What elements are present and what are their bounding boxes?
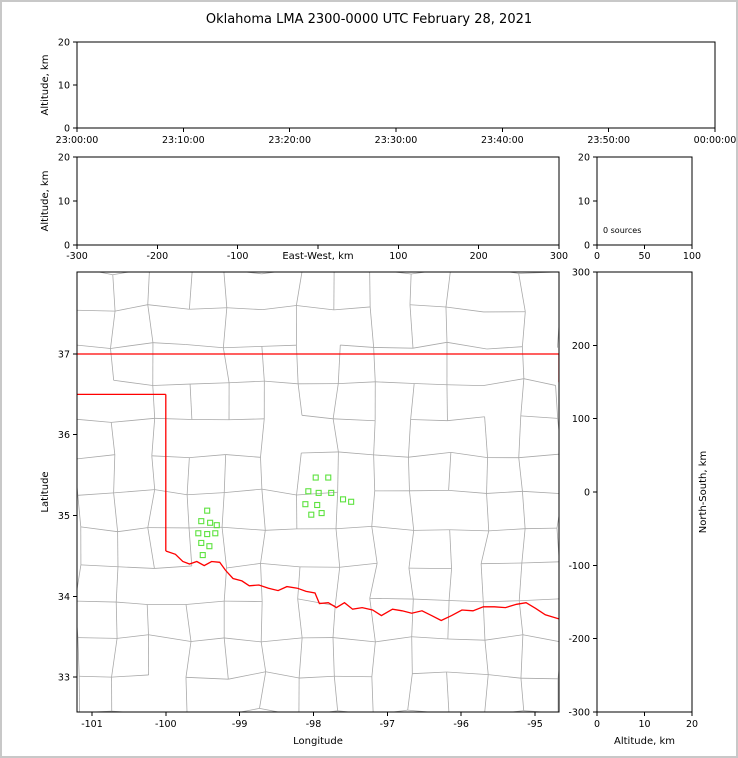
- lma-source-point: [204, 531, 211, 538]
- lma-sources: [195, 474, 355, 559]
- tick-label: 20: [58, 38, 70, 49]
- tick-label: 50: [638, 251, 650, 262]
- tick-label: 10: [578, 197, 590, 208]
- tick-label: 200: [572, 341, 590, 352]
- tick-label: -96: [453, 719, 469, 730]
- tick-label: 100: [389, 251, 407, 262]
- tick-label: 33: [58, 673, 70, 684]
- lma-source-point: [315, 489, 322, 496]
- lma-source-point: [302, 501, 309, 508]
- tick-label: -300: [66, 251, 88, 262]
- tick-label: 36: [58, 430, 70, 441]
- text-layer: 0 10 20 23:00:00 23:10:00 23:20:00 23:30:00 23:…: [40, 38, 736, 748]
- lma-source-point: [207, 519, 214, 526]
- lma-source-point: [212, 530, 219, 537]
- tick-label: 34: [58, 592, 70, 603]
- map-holder: [77, 272, 559, 712]
- time-tick-label: 23:40:00: [481, 135, 524, 146]
- lma-source-point: [195, 530, 202, 537]
- time-tick-label: 23:30:00: [375, 135, 418, 146]
- lma-source-point: [348, 498, 355, 505]
- tick-label: 35: [58, 511, 70, 522]
- lma-source-point: [314, 501, 321, 509]
- tick-label: -100: [568, 561, 590, 572]
- oklahoma-state-border: [165, 550, 559, 622]
- tick-label: -99: [232, 719, 248, 730]
- tick-label: -97: [380, 719, 396, 730]
- tick-label: -98: [306, 719, 322, 730]
- figure-title: Oklahoma LMA 2300-0000 UTC February 28, …: [205, 12, 533, 27]
- lma-source-point: [198, 539, 205, 547]
- y-axis-label: Altitude, km: [40, 171, 51, 232]
- tick-label: -200: [568, 634, 590, 645]
- tick-label: 20: [58, 153, 70, 164]
- tick-label: 0: [594, 251, 600, 262]
- tick-label: 0: [584, 488, 590, 499]
- lma-source-point: [339, 496, 347, 503]
- county-boundaries: [77, 272, 559, 712]
- time-tick-label: 23:00:00: [56, 135, 99, 146]
- time-height-panel: [76, 41, 716, 129]
- time-tick-label: 23:10:00: [162, 135, 205, 146]
- lma-source-point: [199, 552, 206, 559]
- lma-source-point: [305, 488, 312, 495]
- x-axis-label: Altitude, km: [614, 736, 675, 747]
- tick-label: 20: [686, 719, 698, 730]
- tick-label: 20: [578, 153, 590, 164]
- y-axis-label: Altitude, km: [40, 55, 51, 116]
- y-axis-label: North-South, km: [698, 451, 709, 534]
- x-axis-label: Longitude: [293, 736, 343, 747]
- tick-label: 10: [638, 719, 650, 730]
- tick-label: 37: [58, 349, 70, 360]
- tick-label: 10: [58, 197, 70, 208]
- lma-source-point: [206, 543, 213, 550]
- tick-label: 300: [550, 251, 568, 262]
- ns-height-panel: [596, 271, 693, 713]
- tick-label: 10: [58, 81, 70, 92]
- lma-source-point: [328, 489, 335, 496]
- lma-source-point: [213, 522, 220, 529]
- tick-label: -95: [527, 719, 543, 730]
- tick-label: 0: [64, 241, 70, 252]
- lma-source-point: [308, 511, 315, 518]
- lma-source-point: [325, 474, 332, 481]
- tick-label: 300: [572, 268, 590, 279]
- tick-label: 100: [683, 251, 701, 262]
- tick-label: 0: [64, 124, 70, 135]
- tick-label: -200: [147, 251, 169, 262]
- lma-source-point: [204, 507, 211, 514]
- tick-label: -101: [81, 719, 103, 730]
- tick-label: -100: [227, 251, 249, 262]
- ew-height-panel: [76, 156, 560, 246]
- map-layer: [77, 272, 559, 712]
- y-axis-label: Latitude: [40, 471, 51, 512]
- tick-label: 200: [470, 251, 488, 262]
- time-tick-label: 23:20:00: [268, 135, 311, 146]
- tick-label: 100: [572, 414, 590, 425]
- lma-source-point: [312, 474, 319, 481]
- tick-label: -100: [155, 719, 177, 730]
- time-tick-label: 23:50:00: [587, 135, 630, 146]
- lma-source-point: [318, 510, 325, 517]
- x-axis-label: East-West, km: [282, 251, 353, 262]
- lma-source-point: [198, 518, 205, 525]
- axes-layer: [73, 41, 716, 716]
- map-panel: [76, 271, 560, 713]
- time-tick-label: 00:00:00: [694, 135, 736, 146]
- tick-label: 0: [584, 241, 590, 252]
- source-count-annotation: 0 sources: [603, 226, 641, 235]
- tick-label: -300: [568, 708, 590, 719]
- tick-label: 0: [594, 719, 600, 730]
